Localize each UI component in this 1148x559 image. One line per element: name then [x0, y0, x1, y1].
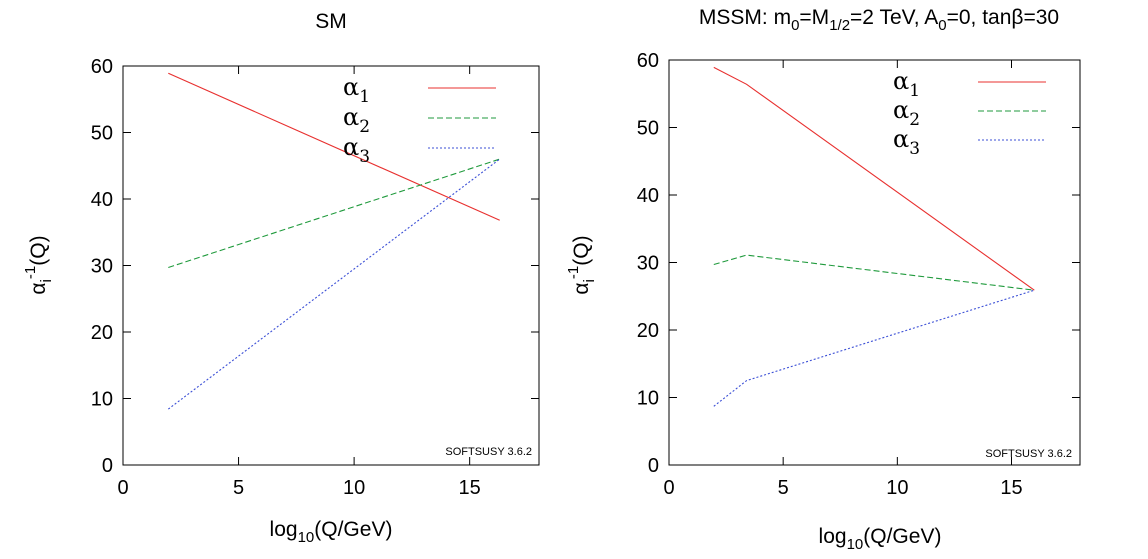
y-tick-label: 0: [648, 455, 659, 477]
series-line-3: [713, 289, 1035, 407]
x-tick-label: 15: [1000, 477, 1022, 499]
series-line-2: [168, 158, 500, 269]
y-axis-label: αi-1(Q): [565, 235, 598, 294]
x-tick-label: 15: [459, 477, 481, 499]
y-tick-label: 30: [91, 256, 113, 278]
y-tick-label: 10: [637, 388, 659, 410]
y-tick-label: 40: [91, 189, 113, 211]
y-tick-label: 40: [637, 185, 659, 207]
y-tick-label: 50: [637, 118, 659, 140]
y-tick-label: 30: [637, 253, 659, 275]
series-line-1: [168, 72, 500, 221]
series-line-3: [167, 158, 501, 410]
series-line-1: [713, 66, 1035, 291]
series-layer: [713, 66, 1035, 407]
chart-title: SM: [315, 10, 347, 33]
legend-label: α1: [343, 73, 370, 107]
y-tick-label: 60: [637, 50, 659, 72]
legend-label: α2: [343, 103, 370, 137]
x-tick-label: 5: [778, 477, 789, 499]
x-tick-label: 5: [233, 477, 244, 499]
legend-label: α2: [893, 96, 920, 130]
y-tick-label: 20: [91, 322, 113, 344]
chart-title: MSSM: m0=M1/2=2 TeV, A0=0, tanβ=30: [699, 6, 1059, 34]
legend-label: α1: [893, 67, 920, 101]
watermark: SOFTSUSY 3.6.2: [985, 448, 1072, 460]
y-axis-label: αi-1(Q): [22, 235, 55, 294]
axis-ticks: 0 5 10 15 0 10 20 30 40 50 60: [637, 50, 1080, 499]
plot-frame: [122, 65, 540, 466]
legend-label: α3: [893, 125, 920, 159]
y-tick-label: 20: [637, 320, 659, 342]
x-axis-label: log10(Q/GeV): [819, 525, 942, 553]
y-tick-label: 10: [91, 389, 113, 411]
x-tick-label: 10: [886, 477, 908, 499]
y-tick-label: 0: [102, 455, 113, 477]
axis-ticks: 0 5 10 15 0 10 20 30 40 50 60: [91, 56, 539, 499]
y-tick-label: 60: [91, 56, 113, 78]
x-tick-label: 10: [343, 477, 365, 499]
watermark: SOFTSUSY 3.6.2: [445, 446, 532, 458]
series-layer: [167, 72, 501, 410]
plot-frame: [668, 59, 1081, 466]
x-tick-label: 0: [117, 477, 128, 499]
legend-label: α3: [343, 133, 370, 167]
x-axis-label: log10(Q/GeV): [270, 518, 393, 546]
chart-panel-mssm: MSSM: m0=M1/2=2 TeV, A0=0, tanβ=30 0 5 10 1…: [565, 6, 1081, 553]
y-tick-label: 50: [91, 123, 113, 145]
x-tick-label: 0: [663, 477, 674, 499]
series-line-2: [713, 254, 1035, 291]
